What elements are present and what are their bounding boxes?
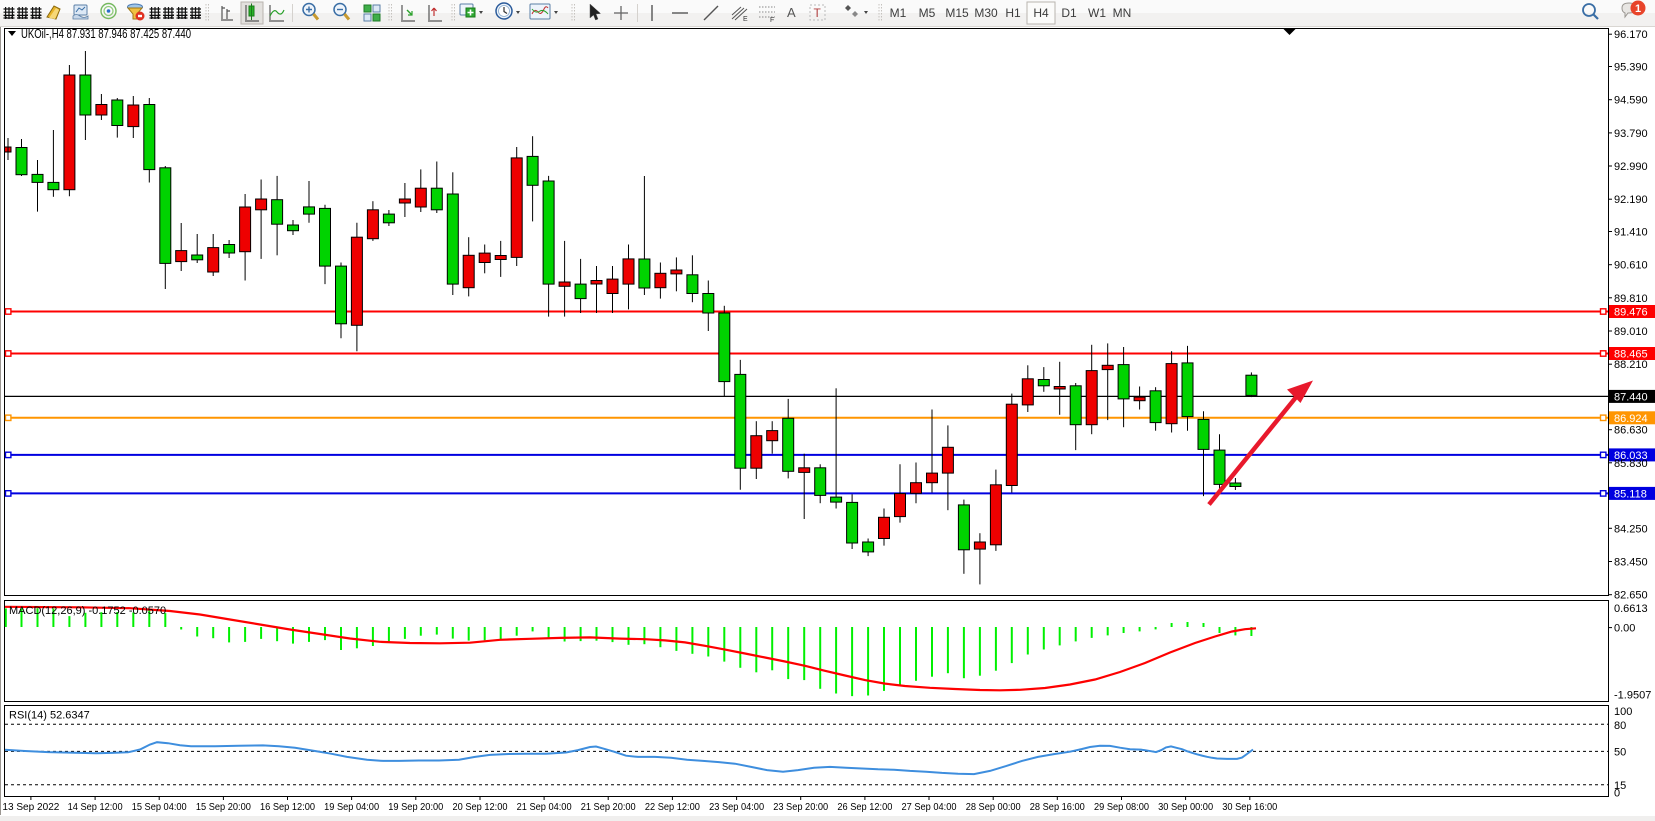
svg-text:20 Sep 12:00: 20 Sep 12:00 (453, 801, 508, 813)
svg-text:22 Sep 12:00: 22 Sep 12:00 (645, 801, 700, 813)
svg-text:21 Sep 04:00: 21 Sep 04:00 (517, 801, 572, 813)
svg-text:30 Sep 00:00: 30 Sep 00:00 (1158, 801, 1213, 813)
svg-text:89.476: 89.476 (1614, 307, 1648, 319)
svg-text:96.170: 96.170 (1614, 29, 1648, 41)
svg-text:RSI(14) 52.6347: RSI(14) 52.6347 (9, 710, 90, 722)
svg-text:84.250: 84.250 (1614, 523, 1648, 535)
svg-text:0.00: 0.00 (1614, 623, 1635, 635)
svg-text:100: 100 (1614, 706, 1632, 718)
svg-text:92.190: 92.190 (1614, 194, 1648, 206)
svg-text:95.390: 95.390 (1614, 62, 1648, 74)
svg-text:F: F (770, 17, 774, 24)
svg-text:90.610: 90.610 (1614, 260, 1648, 272)
svg-text:0: 0 (1614, 788, 1620, 800)
svg-text:19 Sep 04:00: 19 Sep 04:00 (324, 801, 379, 813)
svg-text:MN: MN (1113, 6, 1132, 20)
svg-text:M5: M5 (919, 6, 936, 20)
svg-text:50: 50 (1614, 746, 1626, 758)
svg-text:H1: H1 (1005, 6, 1021, 20)
svg-text:94.590: 94.590 (1614, 95, 1648, 107)
svg-text:19 Sep 20:00: 19 Sep 20:00 (388, 801, 443, 813)
svg-text:23 Sep 20:00: 23 Sep 20:00 (773, 801, 828, 813)
svg-text:91.410: 91.410 (1614, 227, 1648, 239)
svg-text:82.650: 82.650 (1614, 590, 1648, 602)
svg-text:15: 15 (1614, 780, 1626, 792)
svg-text:85.118: 85.118 (1614, 488, 1647, 500)
svg-text:21 Sep 20:00: 21 Sep 20:00 (581, 801, 636, 813)
svg-text:87.440: 87.440 (1614, 391, 1648, 403)
svg-text:86.630: 86.630 (1614, 425, 1648, 437)
svg-text:28 Sep 16:00: 28 Sep 16:00 (1030, 801, 1085, 813)
svg-text:E: E (743, 16, 748, 23)
svg-text:88.465: 88.465 (1614, 349, 1648, 361)
svg-text:MACD(12,26,9) -0.1752 -0.0570: MACD(12,26,9) -0.1752 -0.0570 (9, 605, 166, 617)
svg-text:16 Sep 12:00: 16 Sep 12:00 (260, 801, 315, 813)
svg-text:27 Sep 04:00: 27 Sep 04:00 (902, 801, 957, 813)
svg-text:86.924: 86.924 (1614, 413, 1648, 425)
svg-text:15 Sep 04:00: 15 Sep 04:00 (132, 801, 187, 813)
svg-text:86.033: 86.033 (1614, 450, 1648, 462)
svg-text:13 Sep 2022: 13 Sep 2022 (2, 801, 59, 813)
svg-text:29 Sep 08:00: 29 Sep 08:00 (1094, 801, 1149, 813)
svg-text:92.990: 92.990 (1614, 161, 1648, 173)
svg-text:89.810: 89.810 (1614, 293, 1648, 305)
svg-text:M15: M15 (945, 6, 969, 20)
svg-text:26 Sep 12:00: 26 Sep 12:00 (837, 801, 892, 813)
svg-text:D1: D1 (1061, 6, 1077, 20)
svg-text:T: T (814, 6, 822, 20)
svg-text:M1: M1 (890, 6, 907, 20)
svg-text:0.6613: 0.6613 (1614, 603, 1648, 615)
svg-text:A: A (787, 5, 796, 20)
svg-text:-1.9507: -1.9507 (1614, 690, 1651, 702)
svg-text:15 Sep 20:00: 15 Sep 20:00 (196, 801, 251, 813)
svg-text:23 Sep 04:00: 23 Sep 04:00 (709, 801, 764, 813)
svg-text:UKOil-,H4 87.931 87.946 87.42: UKOil-,H4 87.931 87.946 87.425 87.440 (21, 27, 191, 41)
svg-text:M30: M30 (974, 6, 998, 20)
svg-text:85.830: 85.830 (1614, 458, 1648, 470)
svg-text:H4: H4 (1033, 6, 1049, 20)
svg-text:W1: W1 (1088, 6, 1106, 20)
svg-text:89.010: 89.010 (1614, 326, 1648, 338)
svg-text:30 Sep 16:00: 30 Sep 16:00 (1222, 801, 1277, 813)
svg-text:83.450: 83.450 (1614, 557, 1648, 569)
svg-text:80: 80 (1614, 720, 1626, 732)
svg-text:1: 1 (1635, 3, 1641, 15)
svg-text:14 Sep 12:00: 14 Sep 12:00 (68, 801, 123, 813)
svg-text:28 Sep 00:00: 28 Sep 00:00 (966, 801, 1021, 813)
svg-text:88.210: 88.210 (1614, 359, 1648, 371)
svg-text:93.790: 93.790 (1614, 128, 1648, 140)
